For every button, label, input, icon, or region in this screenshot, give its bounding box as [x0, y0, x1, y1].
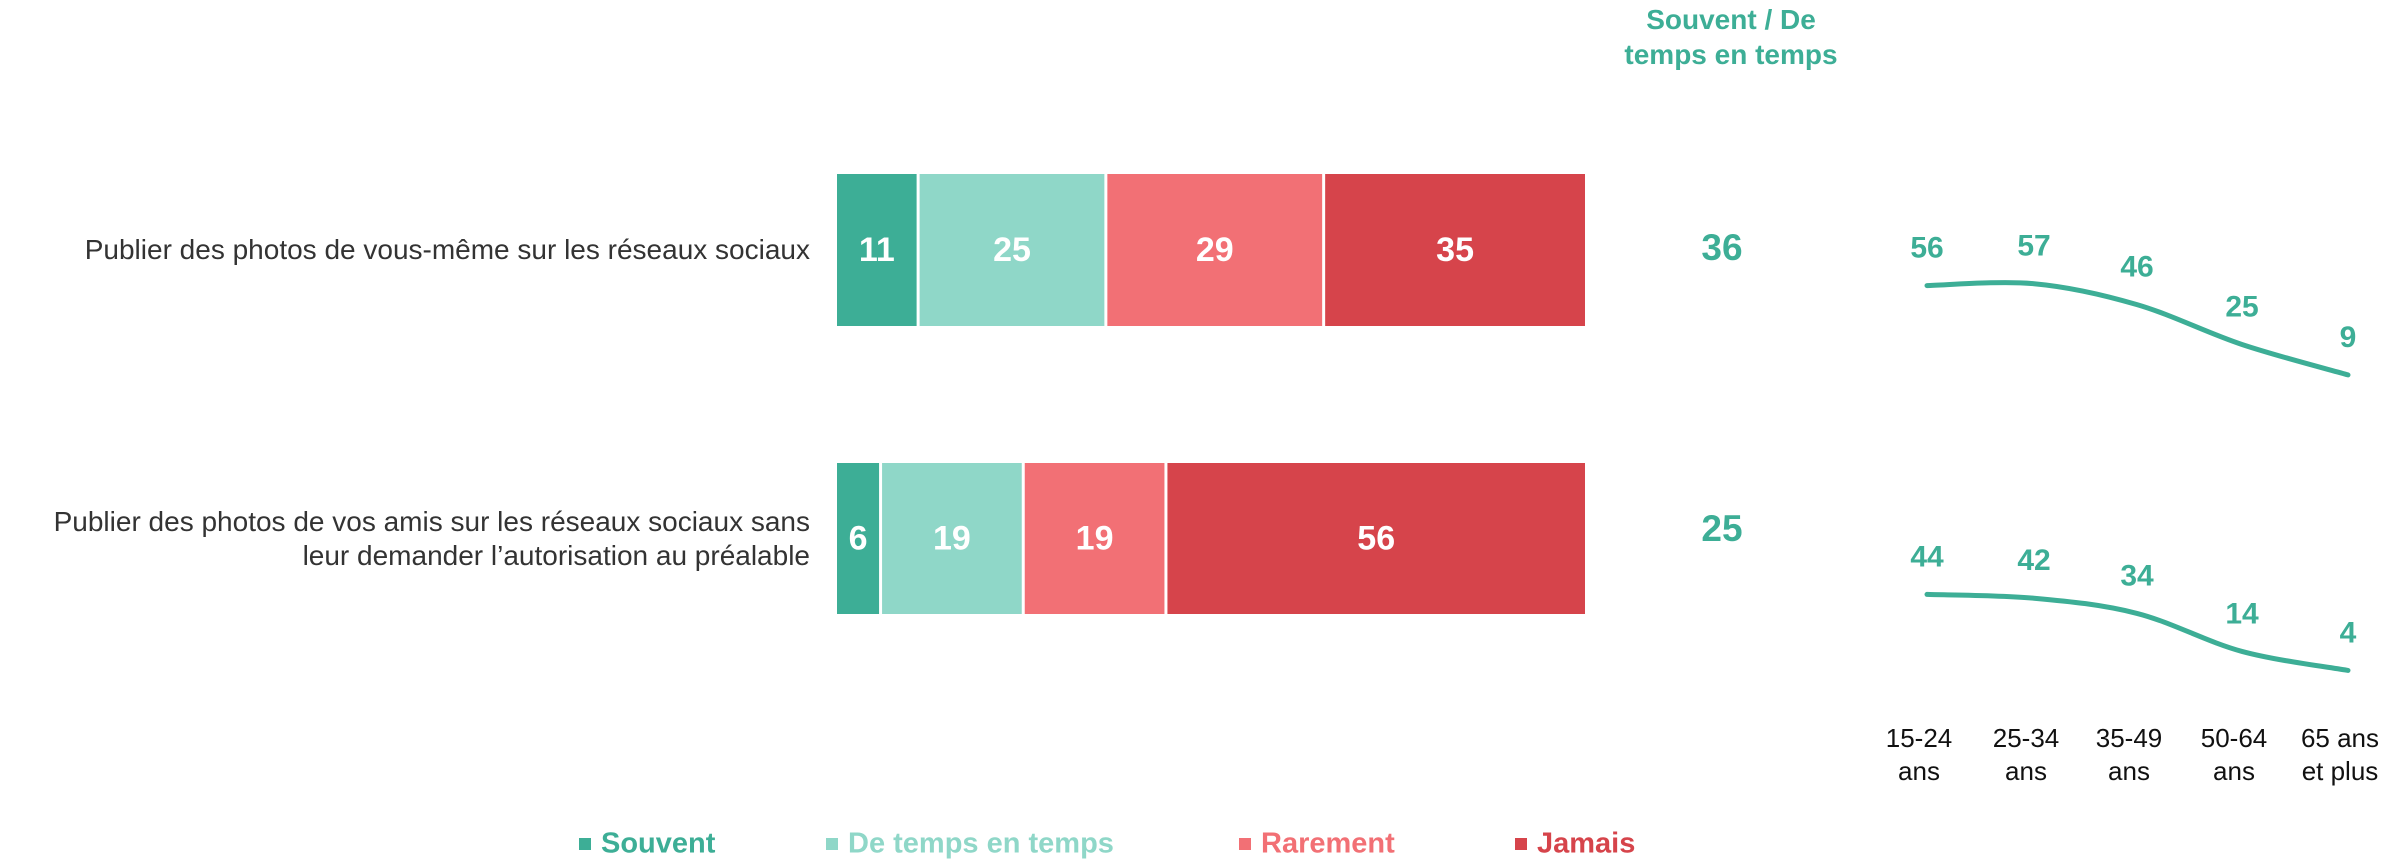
line-value-label: 57 — [2017, 230, 2050, 263]
bar-segment — [837, 174, 917, 326]
bar-value-label: 19 — [1076, 519, 1114, 557]
bar-value-label: 35 — [1436, 231, 1474, 269]
summary-header: Souvent / De temps en temps — [1624, 4, 1838, 70]
line-value-label: 4 — [2340, 616, 2357, 649]
bar-segment — [1107, 174, 1323, 326]
bar-value-label: 19 — [933, 519, 971, 557]
line-value-label: 34 — [2120, 559, 2154, 592]
bar-segment — [1167, 463, 1585, 614]
legend-swatch — [1239, 838, 1251, 850]
legend-swatch — [826, 838, 838, 850]
line-value-label: 56 — [1910, 232, 1943, 265]
bar-value-label: 6 — [849, 519, 868, 557]
line-value-label: 42 — [2017, 544, 2050, 577]
bar-segment — [837, 463, 880, 614]
line-value-label: 14 — [2225, 597, 2259, 630]
line-value-label: 9 — [2340, 321, 2357, 354]
age-label: 65 ans et plus — [2300, 723, 2380, 786]
age-label: 35-49 ans — [2095, 723, 2163, 786]
bar-value-label: 25 — [993, 231, 1031, 269]
line-value-label: 46 — [2120, 251, 2153, 284]
legend-swatch — [579, 838, 591, 850]
line-value-label: 44 — [1910, 540, 1944, 573]
summary-value: 36 — [1701, 227, 1742, 268]
bar-segment — [1325, 174, 1585, 326]
age-label: 15-24 ans — [1885, 723, 1953, 786]
legend-label: De temps en temps — [848, 828, 1114, 860]
bar-value-label: 29 — [1196, 231, 1234, 269]
legend-label: Souvent — [601, 828, 716, 860]
bar-value-label: 56 — [1357, 519, 1395, 557]
age-label: 25-34 ans — [1992, 723, 2060, 786]
line-value-label: 25 — [2225, 290, 2258, 323]
trend-line — [1924, 591, 2351, 673]
legend-label: Jamais — [1537, 828, 1635, 860]
trend-line — [1924, 280, 2351, 378]
summary-value: 25 — [1701, 508, 1742, 549]
age-label: 50-64 ans — [2200, 723, 2268, 786]
category-label: Publier des photos de vous-même sur les … — [84, 234, 810, 265]
bar-segment — [1024, 463, 1165, 614]
category-label: Publier des photos de vos amis sur les r… — [53, 505, 810, 571]
legend-label: Rarement — [1261, 828, 1395, 860]
legend-swatch — [1515, 838, 1527, 850]
bar-segment — [919, 174, 1105, 326]
bar-segment — [882, 463, 1022, 614]
bar-value-label: 11 — [859, 231, 895, 269]
